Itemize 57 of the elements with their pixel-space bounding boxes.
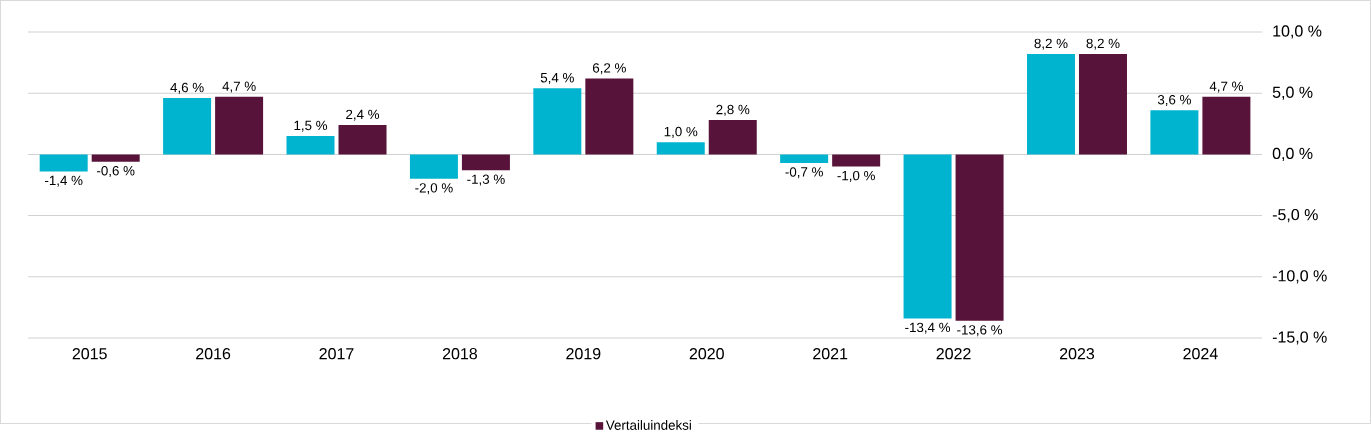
bar [338,124,387,155]
legend-label: Vertailuindeksi [605,420,691,430]
bar [91,154,140,162]
bar [708,120,757,155]
data-label: 6,2 % [592,63,626,75]
x-tick-label: 2016 [196,348,231,360]
bar [533,88,582,155]
bar [903,154,952,319]
bar [1202,96,1251,155]
data-label: 4,7 % [1209,81,1243,93]
data-label: 5,4 % [540,72,574,84]
y-tick-label: -10,0 % [1272,270,1327,284]
bar [1150,110,1199,155]
bar [832,154,881,167]
data-label: -13,6 % [957,325,1003,337]
y-tick-label: -5,0 % [1272,208,1318,223]
bar [163,98,212,155]
data-label: -0,6 % [97,165,135,177]
bar [780,154,829,163]
data-label: -1,3 % [467,174,505,186]
bar [215,96,264,155]
bar [1078,53,1127,155]
bar [461,154,510,171]
x-tick-label: 2024 [1183,348,1218,360]
x-tick-label: 2021 [813,348,848,360]
x-tick-label: 2022 [936,348,971,360]
bar [286,135,335,155]
data-label: -13,4 % [905,322,951,334]
x-tick-label: 2019 [566,348,601,360]
data-label: 8,2 % [1086,38,1120,50]
data-label: 8,2 % [1034,38,1068,50]
bar [409,154,458,179]
data-label: 1,5 % [294,120,328,132]
bar [1026,53,1075,155]
x-tick-label: 2015 [72,348,107,360]
data-label: -2,0 % [415,183,453,195]
data-label: 2,8 % [716,104,750,116]
data-label: 1,0 % [664,126,698,138]
data-label: -1,0 % [837,170,875,182]
data-label: 3,6 % [1157,94,1191,106]
data-label: 2,4 % [346,109,380,121]
y-tick-label: 5,0 % [1272,86,1313,100]
x-tick-label: 2017 [319,348,354,360]
x-tick-label: 2023 [1059,348,1095,360]
data-label: 4,7 % [222,81,256,93]
data-label: 4,6 % [170,82,204,94]
data-label: -0,7 % [785,167,823,179]
bar [39,154,88,172]
x-tick-label: 2018 [442,348,478,360]
bar [585,78,634,155]
y-tick-label: 10,0 % [1273,25,1322,39]
data-label: -1,4 % [45,175,83,187]
bar [656,142,705,155]
y-tick-label: -15,0 % [1272,331,1327,345]
x-tick-label: 2020 [689,348,724,360]
bar [955,154,1004,321]
y-tick-label: 0,0 % [1272,147,1313,161]
